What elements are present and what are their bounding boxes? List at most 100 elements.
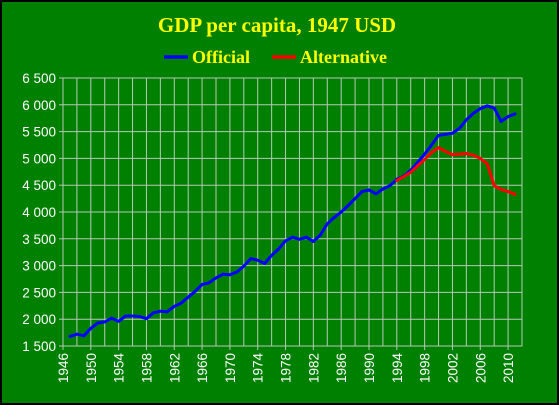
data-point-official xyxy=(332,215,336,219)
series-line-alternative xyxy=(395,146,517,196)
data-point-official xyxy=(430,143,433,147)
x-tick-label: 2010 xyxy=(501,353,516,383)
data-point-official xyxy=(68,334,72,338)
data-point-official xyxy=(277,247,280,251)
data-point-alternative xyxy=(513,192,517,196)
data-point-alternative xyxy=(395,178,399,182)
x-tick-label: 2006 xyxy=(473,353,488,383)
data-point-official xyxy=(75,332,79,336)
data-point-alternative xyxy=(471,153,475,157)
data-point-official xyxy=(110,316,114,320)
x-tick-label: 1958 xyxy=(139,353,154,383)
data-point-official xyxy=(200,282,204,286)
data-point-official xyxy=(186,295,190,299)
x-tick-label: 2002 xyxy=(445,353,460,383)
data-point-official xyxy=(305,235,308,239)
data-point-alternative xyxy=(499,188,503,191)
data-point-official xyxy=(437,133,440,137)
y-tick-label: 3 000 xyxy=(22,259,56,274)
data-point-alternative xyxy=(416,164,420,168)
data-point-alternative xyxy=(458,152,461,156)
data-point-alternative xyxy=(478,157,482,160)
x-tick-label: 1962 xyxy=(167,353,182,383)
data-point-official xyxy=(179,301,183,305)
data-point-alternative xyxy=(444,150,447,153)
data-point-official xyxy=(423,152,427,156)
y-tick-label: 2 000 xyxy=(22,312,56,327)
data-point-official xyxy=(492,106,496,110)
data-point-official xyxy=(499,120,503,123)
data-point-official xyxy=(193,289,197,293)
data-point-official xyxy=(207,281,211,285)
data-point-official xyxy=(228,273,232,277)
data-point-official xyxy=(172,304,176,308)
data-point-official xyxy=(353,197,357,201)
chart-legend: Official Alternative xyxy=(164,47,387,67)
data-point-official xyxy=(214,276,218,280)
x-tick-label: 1970 xyxy=(223,353,238,383)
x-tick-label: 1950 xyxy=(84,353,99,383)
y-tick-label: 6 500 xyxy=(22,71,56,86)
plot-border xyxy=(62,77,523,347)
data-point-official xyxy=(451,131,454,135)
data-point-official xyxy=(103,320,107,324)
y-tick-label: 1 500 xyxy=(22,339,56,354)
data-point-official xyxy=(270,254,274,257)
grid-lines xyxy=(62,77,523,347)
y-tick-label: 5 000 xyxy=(22,151,56,166)
legend-label-official: Official xyxy=(192,47,250,67)
data-point-official xyxy=(471,111,475,115)
data-point-alternative xyxy=(423,158,427,161)
data-point-official xyxy=(374,192,378,196)
data-point-official xyxy=(325,222,329,226)
x-tick-label: 1990 xyxy=(362,353,377,383)
data-point-official xyxy=(165,310,169,314)
data-point-alternative xyxy=(464,152,468,155)
chart-axes: 1 500 2 000 2 500 3 000 3 500 4 000 4 500 5 000… xyxy=(22,71,523,384)
legend-item-official: Official xyxy=(164,47,250,67)
data-point-official xyxy=(256,258,260,262)
data-point-alternative xyxy=(485,162,489,166)
series-line-official xyxy=(68,104,517,338)
y-tick-label: 4 000 xyxy=(22,205,56,220)
x-tick-label: 1998 xyxy=(418,353,433,383)
data-point-official xyxy=(381,187,385,191)
chart-title: GDP per capita, 1947 USD xyxy=(158,13,396,37)
data-point-official xyxy=(249,257,253,261)
y-tick-label: 3 500 xyxy=(22,232,56,247)
data-point-official xyxy=(506,115,510,118)
data-point-official xyxy=(311,240,315,243)
x-tick-label: 1954 xyxy=(112,353,127,384)
x-tick-label: 1982 xyxy=(306,353,321,383)
legend-label-alternative: Alternative xyxy=(300,47,387,67)
data-point-alternative xyxy=(437,146,440,150)
data-point-official xyxy=(158,309,162,313)
data-point-alternative xyxy=(409,170,413,174)
data-point-official xyxy=(388,184,392,188)
x-tick-label: 1994 xyxy=(390,353,405,384)
data-point-official xyxy=(346,204,350,207)
data-point-alternative xyxy=(506,190,510,194)
data-point-official xyxy=(416,160,420,164)
data-point-official xyxy=(458,126,461,130)
data-point-official xyxy=(242,264,246,268)
data-point-alternative xyxy=(492,184,496,188)
y-tick-label: 5 500 xyxy=(22,125,56,140)
legend-item-alternative: Alternative xyxy=(272,47,387,67)
x-tick-label: 1966 xyxy=(195,353,210,383)
data-point-official xyxy=(444,132,447,136)
data-point-official xyxy=(124,314,127,318)
data-point-official xyxy=(485,104,489,108)
data-point-official xyxy=(478,107,482,110)
data-point-official xyxy=(138,315,141,318)
data-point-official xyxy=(291,235,294,239)
data-point-official xyxy=(145,317,148,321)
data-point-official xyxy=(263,262,267,265)
data-point-official xyxy=(96,321,100,325)
y-tick-label: 4 500 xyxy=(22,178,56,193)
data-point-alternative xyxy=(451,153,454,157)
data-point-official xyxy=(235,270,239,274)
data-point-official xyxy=(152,311,155,315)
